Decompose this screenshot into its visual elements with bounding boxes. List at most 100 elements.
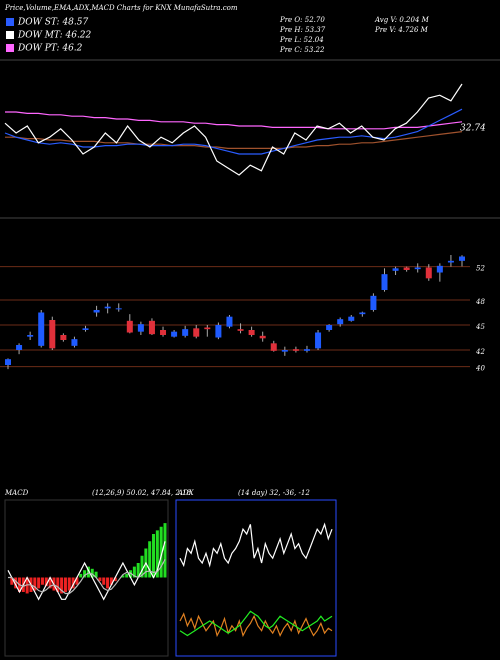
legend-swatch [6, 44, 14, 52]
histogram-bar [83, 570, 87, 578]
histogram-bar [109, 577, 113, 585]
candle-body [93, 310, 100, 313]
adx-frame [175, 499, 337, 657]
candle-body [60, 335, 67, 340]
histogram-bar [86, 566, 90, 578]
stat-label: Pre L: 52.04 [279, 36, 324, 44]
histogram-bar [60, 577, 64, 594]
annotation: 32.74 [460, 124, 486, 134]
candle-body [82, 328, 89, 330]
legend-swatch [6, 18, 14, 26]
candle-body [71, 339, 78, 346]
candle-body [248, 330, 255, 335]
panel-subtitle: (14 day) 32, -36, -12 [238, 489, 310, 497]
candle-body [447, 260, 454, 263]
line [8, 559, 166, 595]
histogram-bar [148, 541, 152, 578]
line [5, 111, 463, 130]
histogram-bar [67, 577, 71, 591]
candle-body [215, 325, 222, 338]
candle-body [259, 335, 266, 339]
histogram-bar [159, 526, 163, 578]
candle-body [182, 329, 189, 336]
chart-title: Price,Volume,EMA,ADX,MACD Charts for KNX… [4, 4, 238, 12]
line [5, 131, 463, 149]
candle-body [414, 267, 421, 270]
y-tick-label: 52 [476, 265, 485, 273]
candle-body [148, 320, 155, 335]
histogram-bar [163, 523, 167, 578]
candle-body [204, 327, 211, 330]
histogram-bar [125, 573, 129, 578]
histogram-bar [40, 577, 44, 585]
histogram-bar [48, 577, 52, 589]
histogram-bar [121, 575, 125, 578]
stat-label: Pre H: 53.37 [279, 26, 326, 34]
histogram-bar [10, 577, 14, 585]
candle-body [160, 330, 167, 335]
panel-title: MACD [4, 489, 29, 497]
histogram-bar [56, 577, 60, 592]
candle-body [137, 324, 144, 332]
candle-body [5, 359, 11, 365]
line [179, 612, 333, 638]
candle-body [392, 268, 399, 271]
y-tick-label: 48 [475, 298, 485, 306]
stat-label: Pre C: 53.22 [279, 46, 325, 54]
candle-body [303, 349, 310, 351]
histogram-bar [79, 573, 83, 578]
histogram-bar [98, 577, 102, 582]
line [7, 541, 166, 601]
candle-body [337, 319, 344, 325]
histogram-bar [113, 577, 117, 582]
candle-body [115, 308, 122, 310]
candle-body [403, 267, 410, 270]
candle-body [292, 349, 299, 351]
line [179, 610, 333, 637]
histogram-bar [94, 571, 98, 578]
candle-body [348, 316, 355, 321]
panel-subtitle: (12,26,9) 50.02, 47.84, 2.18 [92, 489, 192, 497]
macd-frame [4, 499, 169, 657]
histogram-bar [75, 577, 79, 585]
histogram-bar [129, 570, 133, 578]
histogram-bar [25, 577, 29, 594]
histogram-bar [14, 577, 18, 589]
candle-body [237, 329, 244, 331]
legend-label: DOW MT: 46.22 [17, 31, 92, 41]
candle-body [459, 256, 465, 261]
histogram-bar [102, 577, 106, 585]
y-tick-label: 40 [475, 365, 485, 373]
histogram-bar [106, 577, 110, 589]
histogram-bar [132, 566, 136, 578]
candle-body [38, 312, 45, 346]
candle-body [315, 332, 322, 349]
candle-body [104, 306, 111, 309]
histogram-bar [155, 530, 159, 578]
candle-body [49, 320, 56, 349]
candle-body [126, 320, 133, 333]
candle-body [436, 265, 443, 273]
stat-label: Pre O: 52.70 [279, 16, 325, 24]
candle-body [359, 312, 366, 315]
candle-body [16, 345, 23, 350]
candle-body [381, 274, 388, 290]
histogram-bar [33, 577, 37, 591]
histogram-bar [63, 577, 67, 592]
histogram-bar [136, 563, 140, 578]
legend-label: DOW PT: 46.2 [17, 44, 83, 54]
candle-body [171, 331, 178, 337]
candle-body [370, 295, 377, 310]
line [4, 83, 463, 176]
stat-label: Pre V: 4.726 M [374, 26, 429, 34]
histogram-bar [44, 577, 48, 587]
y-tick-label: 42 [475, 348, 485, 356]
histogram-bar [71, 577, 75, 589]
legend-label: DOW ST: 48.57 [17, 18, 88, 28]
candle-body [193, 328, 200, 337]
y-tick-label: 45 [475, 323, 485, 331]
line [179, 522, 333, 568]
histogram-bar [140, 555, 144, 578]
